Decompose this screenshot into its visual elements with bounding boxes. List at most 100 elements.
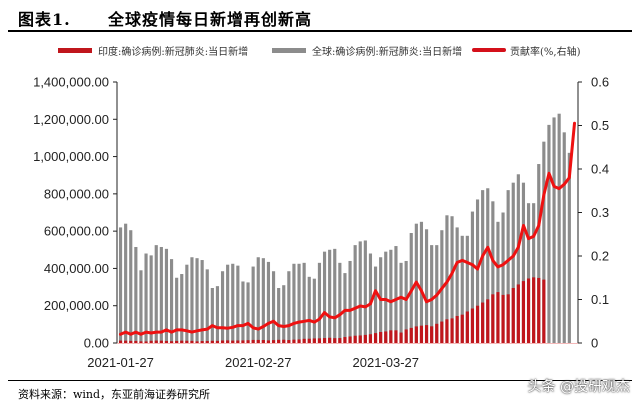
india-bar <box>470 308 475 343</box>
global-bar <box>124 223 128 343</box>
global-bar <box>358 241 362 343</box>
global-bar <box>307 276 311 343</box>
global-bar <box>236 265 240 343</box>
global-bar <box>175 277 179 343</box>
india-bar <box>465 311 469 343</box>
global-bar <box>486 188 490 343</box>
india-bar <box>516 284 520 343</box>
source-divider <box>8 380 632 381</box>
legend-label-india: 印度:确诊病例:新冠肺炎:当日新增 <box>98 46 249 58</box>
india-bar <box>129 340 133 343</box>
india-bar <box>210 340 214 343</box>
india-bar <box>496 292 500 343</box>
global-bar <box>491 201 495 343</box>
x-axis-tick-label: 2021-02-27 <box>225 355 292 370</box>
india-bar <box>435 323 439 343</box>
india-bar <box>220 340 225 343</box>
global-bar <box>424 229 429 343</box>
legend-swatch-global-bar-icon <box>272 47 306 53</box>
global-bar <box>399 262 403 343</box>
contribution-line <box>119 121 576 336</box>
global-bar <box>164 248 169 343</box>
india-bar <box>261 340 265 343</box>
global-bar <box>287 271 291 343</box>
india-bar <box>430 326 434 343</box>
global-bar <box>496 221 500 343</box>
india-bar <box>384 331 388 343</box>
global-bar <box>537 164 541 343</box>
global-bar <box>368 253 373 343</box>
india-bar <box>333 338 337 343</box>
global-bar <box>394 246 398 343</box>
india-bar <box>424 325 429 343</box>
source-note: 资料来源：wind，东亚前海证券研究所 <box>18 388 211 401</box>
global-bar <box>215 286 220 343</box>
global-bar <box>322 251 327 343</box>
india-bar <box>169 341 174 343</box>
global-bar <box>271 271 276 343</box>
left-axis-tick-label: 200,000.00 <box>44 298 109 313</box>
left-axis-tick-label: 800,000.00 <box>44 186 109 201</box>
india-bar <box>542 279 546 343</box>
global-bar <box>333 248 337 343</box>
global-bar <box>501 212 505 343</box>
global-bar <box>521 182 526 343</box>
india-bar <box>379 332 383 343</box>
global-bar <box>562 132 566 343</box>
india-bar <box>343 337 347 343</box>
global-bar <box>129 230 133 343</box>
right-axis-tick-label: 0.5 <box>591 118 609 133</box>
india-bar <box>537 277 541 343</box>
global-bar <box>389 249 393 343</box>
left-y-axis: 0.00 200,000.00 400,000.00 600,000.00 800,00… <box>33 75 118 351</box>
legend-label-contribution: 贡献率(%,右轴) <box>510 46 581 58</box>
india-bar <box>215 340 220 343</box>
global-bar <box>205 269 209 343</box>
india-bar <box>205 340 209 343</box>
x-axis: 2021-01-27 2021-02-27 2021-03-27 <box>87 343 578 370</box>
india-bar <box>481 302 485 343</box>
global-bar <box>292 263 296 343</box>
india-bar <box>353 335 357 343</box>
india-bar <box>164 340 169 343</box>
global-bar <box>317 262 322 343</box>
global-bar <box>373 266 378 343</box>
global-bar <box>450 216 454 343</box>
india-bar <box>450 318 454 343</box>
title-divider <box>8 30 632 32</box>
india-bar <box>389 330 393 343</box>
global-bar <box>384 251 388 343</box>
global-bar <box>460 235 464 343</box>
global-bar <box>220 271 225 343</box>
right-y-axis: 0 0.1 0.2 0.3 0.4 0.5 0.6 <box>577 75 609 351</box>
india-bar <box>241 340 245 343</box>
legend-item-india: 印度:确诊病例:新冠肺炎:当日新增 <box>58 42 248 58</box>
watermark: 头条 @投研观杰 <box>527 379 630 395</box>
india-bar <box>144 341 148 343</box>
global-bar <box>470 211 475 343</box>
global-bar <box>282 285 286 343</box>
global-bar <box>506 190 510 343</box>
figure-label: 图表1. <box>18 10 71 29</box>
global-bar <box>256 257 260 343</box>
india-bar <box>190 340 194 343</box>
global-bar <box>210 288 214 343</box>
global-bar <box>169 259 174 343</box>
global-bar <box>557 113 561 343</box>
india-bar <box>175 340 179 343</box>
india-bar <box>282 339 286 343</box>
global-bar <box>185 264 189 343</box>
india-bar <box>195 341 199 343</box>
india-bar <box>409 327 413 343</box>
global-bar <box>241 281 245 343</box>
left-axis-tick-label: 1,400,000.00 <box>33 75 109 90</box>
global-bar <box>154 245 158 343</box>
india-bar <box>521 281 526 343</box>
global-bar <box>297 263 301 343</box>
india-bar <box>501 294 505 343</box>
india-bar <box>287 340 291 343</box>
india-bar <box>226 340 230 343</box>
chart-legend: 印度:确诊病例:新冠肺炎:当日新增 全球:确诊病例:新冠肺炎:当日新增 贡献率(… <box>0 42 640 58</box>
global-bar <box>328 249 332 343</box>
india-bar <box>297 339 301 343</box>
